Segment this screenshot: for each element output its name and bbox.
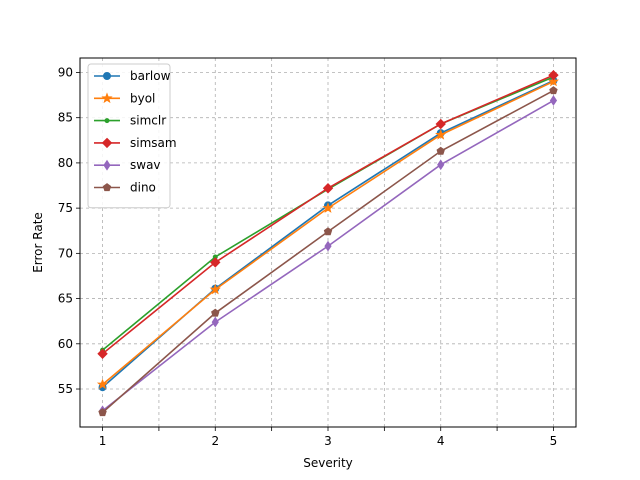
legend-marker (102, 183, 112, 192)
y-tick-label: 70 (58, 246, 73, 260)
data-point-simsam (548, 69, 559, 81)
legend-label: byol (130, 91, 155, 105)
x-tick-label: 3 (324, 434, 332, 448)
x-tick-label: 1 (99, 434, 107, 448)
data-point-dino (323, 227, 333, 236)
y-tick-label: 55 (58, 382, 73, 396)
data-point-simsam (97, 348, 108, 359)
legend-marker (101, 92, 113, 104)
legend-item-byol: byol (94, 91, 155, 105)
y-tick-label: 75 (58, 201, 73, 215)
series-simsam (97, 69, 559, 359)
data-point-swav (549, 95, 558, 106)
data-point-byol (547, 75, 560, 87)
data-point-simsam (210, 257, 221, 268)
legend-item-simsam: simsam (94, 136, 177, 150)
legend-label: simclr (130, 114, 166, 128)
data-point-swav (211, 316, 219, 328)
y-tick-label: 85 (58, 111, 73, 125)
legend: barlow byol simclr simsam swav dino (87, 63, 177, 209)
data-point-simsam (435, 118, 446, 130)
data-point-dino (98, 408, 107, 417)
y-tick-label: 90 (58, 65, 73, 79)
data-point-dino (436, 146, 445, 155)
y-axis-label: Error Rate (31, 212, 45, 273)
series-byol (96, 75, 560, 390)
legend-item-barlow: barlow (94, 69, 171, 83)
data-point-dino (211, 308, 220, 317)
y-tick-label: 60 (58, 337, 73, 351)
legend-label: barlow (130, 69, 171, 83)
x-tick-label: 5 (550, 434, 558, 448)
legend-label: simsam (130, 136, 177, 150)
data-point-swav (324, 240, 332, 252)
legend-item-simclr: simclr (94, 114, 166, 128)
data-point-byol (435, 128, 447, 140)
legend-marker (103, 159, 111, 171)
x-axis-label: Severity (303, 456, 353, 470)
legend-marker (104, 118, 110, 124)
legend-label: swav (130, 158, 161, 172)
plot-frame (79, 57, 577, 428)
series-dino (98, 86, 558, 417)
data-point-byol (96, 378, 109, 390)
legend-marker (103, 72, 111, 80)
data-point-simsam (322, 183, 334, 194)
legend-marker (101, 137, 113, 149)
x-tick-label: 4 (437, 434, 445, 448)
data-point-swav (437, 159, 445, 171)
legend-item-dino: dino (94, 181, 156, 195)
data-point-byol (209, 283, 221, 295)
legend-label: dino (130, 181, 156, 195)
legend-item-swav: swav (94, 158, 161, 172)
x-tick-label: 2 (211, 434, 219, 448)
series-layer (96, 69, 560, 417)
data-point-byol (322, 202, 334, 213)
y-tick-label: 80 (58, 156, 73, 170)
data-point-dino (549, 86, 558, 95)
y-tick-label: 65 (58, 292, 73, 306)
